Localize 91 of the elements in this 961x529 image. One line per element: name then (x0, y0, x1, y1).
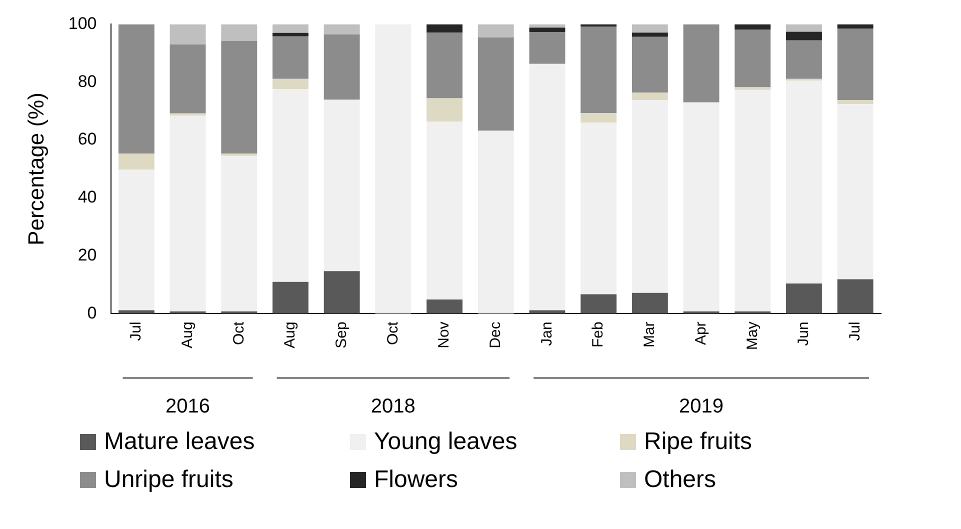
x-tick-label: Jul (128, 322, 145, 341)
bar (170, 24, 206, 44)
bar (632, 24, 668, 33)
bar (734, 30, 771, 88)
bar (734, 87, 771, 90)
bar (426, 24, 463, 33)
bar (221, 156, 258, 312)
x-tick-label: May (744, 321, 761, 350)
legend-label: Mature leaves (104, 428, 255, 456)
bar (324, 271, 360, 314)
bar (529, 32, 566, 64)
bar (170, 116, 206, 312)
y-tick-label: 0 (87, 303, 97, 322)
bar (632, 36, 668, 93)
bar (478, 130, 514, 314)
x-tick-label: Nov (436, 321, 453, 348)
x-tick-label: Oct (384, 320, 402, 346)
y-tick-label: 20 (78, 245, 97, 264)
bar (632, 100, 668, 293)
bar (170, 44, 206, 114)
bar (426, 121, 463, 300)
bar (426, 299, 463, 314)
x-tick-label: Jul (846, 322, 864, 341)
bar (118, 154, 154, 170)
y-tick-label: 100 (68, 14, 97, 33)
bar (426, 98, 463, 122)
bar (324, 34, 360, 100)
x-tick-label: Apr (692, 322, 710, 346)
bar (272, 32, 308, 36)
bar (837, 279, 874, 314)
bar (272, 36, 308, 79)
bar (375, 24, 412, 314)
bar (786, 40, 822, 79)
x-tick-label: Aug (178, 322, 196, 348)
bar (632, 32, 668, 37)
bar (529, 64, 566, 310)
bar (580, 113, 617, 123)
bar (580, 26, 617, 114)
legend-label: Ripe fruits (644, 428, 752, 456)
bar (837, 100, 874, 104)
bar (324, 24, 360, 34)
legend-label: Unripe fruits (104, 466, 234, 494)
bar (734, 90, 771, 312)
x-tick-label: Sep (332, 322, 350, 348)
bar (786, 24, 822, 32)
y-tick-label: 60 (78, 130, 97, 149)
bar (272, 89, 308, 282)
bar (272, 78, 308, 90)
text: 2019 (679, 396, 724, 418)
text: 2016 (166, 396, 210, 418)
bar (837, 24, 874, 29)
legend-label: Young leaves (374, 428, 518, 456)
y-tick-label: 40 (78, 188, 97, 207)
bar (734, 24, 771, 30)
bar (580, 24, 617, 27)
bar (786, 80, 822, 284)
bar (837, 28, 874, 100)
x-tick-label: Jan (538, 322, 556, 346)
bar (118, 24, 154, 154)
bar (272, 282, 308, 314)
bar (683, 102, 720, 312)
text: 2018 (370, 396, 416, 418)
bar (529, 310, 566, 314)
bar (580, 294, 617, 314)
bar (478, 24, 514, 38)
legend-label: Flowers (374, 466, 458, 494)
bar (786, 284, 822, 314)
x-tick-label: Jun (795, 322, 812, 346)
bar (786, 32, 822, 40)
bar (118, 310, 154, 314)
bar (632, 92, 668, 100)
bar (580, 122, 617, 294)
x-tick-label: Oct (230, 320, 248, 346)
bar (683, 24, 720, 102)
y-axis-title: Percentage (%) (23, 92, 48, 246)
bar (324, 100, 360, 272)
x-tick-label: Aug (282, 322, 299, 348)
x-tick-label: Dec (487, 321, 504, 348)
x-tick-label: Feb (590, 322, 607, 348)
bar (221, 40, 258, 154)
bar (272, 24, 308, 33)
bar (529, 28, 566, 32)
bar (837, 104, 874, 280)
x-tick-label: Mar (641, 322, 658, 348)
bar (426, 32, 463, 98)
legend-label: Others (644, 466, 716, 494)
y-tick-label: 80 (78, 72, 97, 91)
bar (118, 170, 154, 310)
bar (221, 24, 258, 41)
bar (478, 38, 514, 131)
bar (632, 292, 668, 314)
